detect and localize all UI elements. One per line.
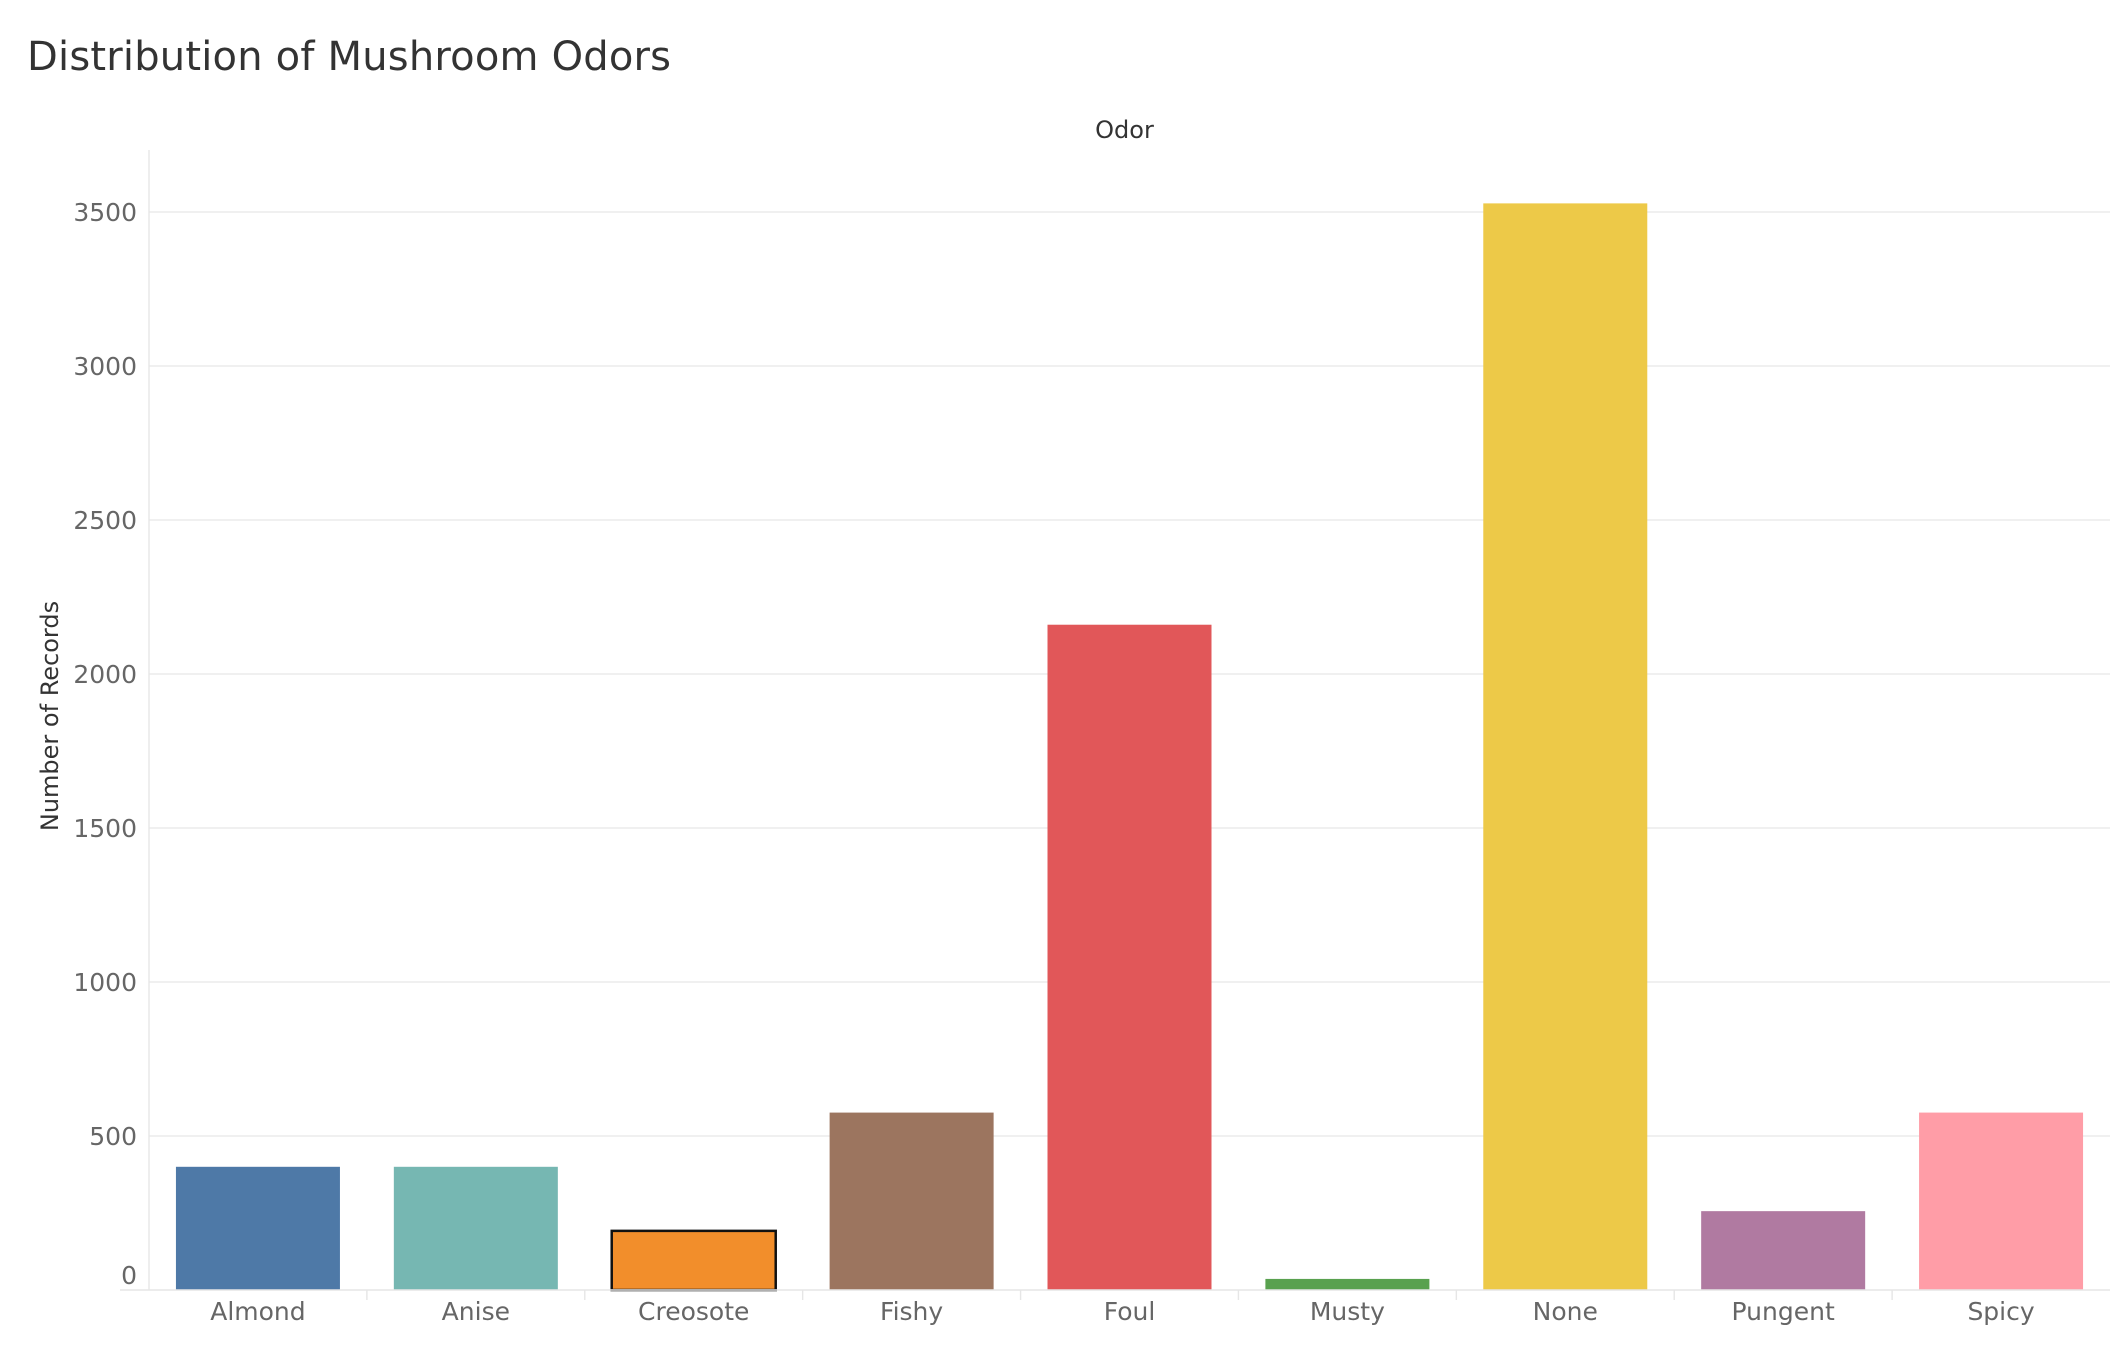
x-category-label: Almond	[210, 1297, 305, 1326]
chart-title: Distribution of Mushroom Odors	[27, 34, 672, 80]
y-tick-label: 500	[89, 1122, 137, 1151]
x-category-label: Creosote	[638, 1297, 749, 1326]
x-category-label: Foul	[1104, 1297, 1156, 1326]
y-axis-ticks: 0 500 1000 1500 2000 2500 3000 3500	[73, 198, 149, 1291]
bar-almond[interactable]	[175, 1166, 340, 1290]
y-tick-label: 3000	[73, 352, 137, 381]
bar-pungent[interactable]	[1701, 1211, 1866, 1290]
bar-anise[interactable]	[393, 1166, 558, 1290]
column-header: Odor	[1095, 116, 1154, 144]
y-tick-label: 1000	[73, 968, 137, 997]
bar-none[interactable]	[1483, 203, 1648, 1291]
y-axis-label: Number of Records	[36, 601, 64, 831]
x-category-label: Anise	[442, 1297, 510, 1326]
x-category-label: None	[1533, 1297, 1598, 1326]
y-tick-label: 2500	[73, 506, 137, 535]
y-tick-label: 3500	[73, 198, 137, 227]
bar-foul[interactable]	[1047, 624, 1212, 1290]
bar-spicy[interactable]	[1919, 1112, 2084, 1290]
x-category-label: Pungent	[1732, 1297, 1835, 1326]
y-tick-label: 2000	[73, 660, 137, 689]
bar-musty[interactable]	[1265, 1278, 1430, 1290]
x-axis-category-labels: Almond Anise Creosote Fishy Foul Musty None Pun…	[210, 1290, 2035, 1326]
x-category-label: Musty	[1310, 1297, 1385, 1326]
bars	[175, 203, 2084, 1292]
bar-creosote[interactable]	[610, 1229, 777, 1292]
bar-fishy[interactable]	[829, 1112, 994, 1290]
x-category-label: Fishy	[880, 1297, 943, 1326]
y-tick-label: 1500	[73, 814, 137, 843]
x-category-label: Spicy	[1967, 1297, 2034, 1326]
y-tick-label: 0	[121, 1261, 137, 1290]
